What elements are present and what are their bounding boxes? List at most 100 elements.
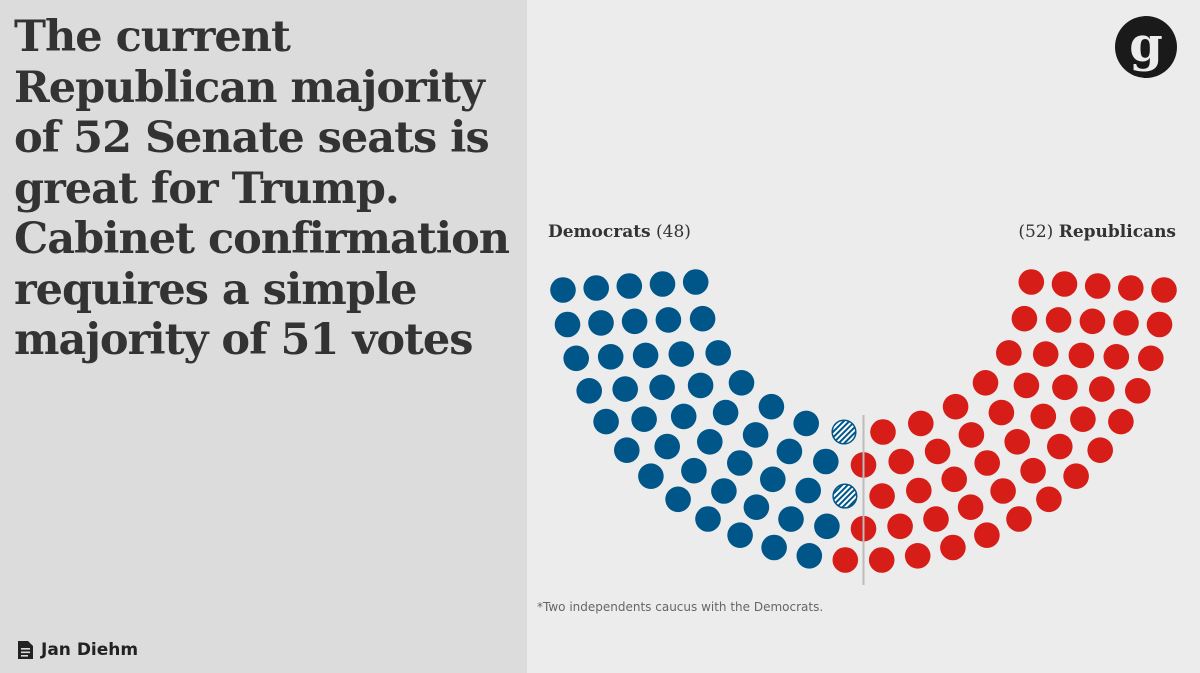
seat-republican <box>924 438 951 465</box>
seat-republican <box>990 478 1016 504</box>
seat-republican <box>1051 271 1078 297</box>
seat-democrat <box>632 342 659 369</box>
seat-democrat <box>670 403 697 430</box>
seat-democrat <box>614 437 640 463</box>
seat-democrat <box>597 344 624 370</box>
seat-democrat <box>631 406 657 432</box>
seat-independent <box>831 419 857 445</box>
seat-republican <box>1047 433 1073 460</box>
seat-democrat <box>742 422 769 448</box>
seat-democrat <box>728 370 755 396</box>
seat-republican <box>904 543 931 569</box>
seat-republican <box>1063 463 1089 489</box>
seat-democrat <box>682 269 709 295</box>
seat-democrat <box>697 429 723 455</box>
seat-republican <box>906 477 932 504</box>
seat-democrat <box>760 466 786 493</box>
seat-republican <box>972 370 999 396</box>
seat-republican <box>868 547 895 573</box>
seat-democrat <box>554 311 581 338</box>
seat-republican <box>1089 376 1115 402</box>
seat-democrat <box>655 307 682 333</box>
logo-letter: g <box>1129 17 1163 73</box>
seat-republican <box>974 522 1000 548</box>
seat-republican <box>1079 308 1106 335</box>
legend-democrats-label: Democrats <box>548 222 651 242</box>
seat-republican <box>1113 310 1139 336</box>
headline: The current Republican majority of 52 Se… <box>14 12 510 365</box>
seat-democrat <box>761 534 787 561</box>
seat-democrat <box>705 340 731 366</box>
seat-republican <box>1138 345 1164 372</box>
document-icon <box>18 641 33 659</box>
seat-republican <box>908 410 934 437</box>
seat-republican <box>940 534 966 561</box>
seat-republican <box>1070 406 1096 432</box>
legend-republicans-count: (52) <box>1018 222 1054 242</box>
seat-democrat <box>668 341 695 367</box>
seat-republican <box>1036 486 1062 513</box>
seat-democrat <box>638 463 664 489</box>
seat-republican <box>1030 403 1057 430</box>
seat-democrat <box>550 277 576 303</box>
seat-democrat <box>695 506 721 532</box>
seat-republican <box>1018 269 1045 295</box>
seat-republican <box>958 422 985 448</box>
seat-democrat <box>583 275 609 301</box>
seat-democrat <box>795 477 821 504</box>
seat-democrat <box>712 399 739 426</box>
seat-democrat <box>612 376 638 402</box>
seat-republican <box>1118 275 1144 301</box>
footnote: *Two independents caucus with the Democr… <box>537 600 824 614</box>
seat-democrat <box>563 345 589 372</box>
guardian-g-logo[interactable]: g <box>1110 16 1182 78</box>
seat-democrat <box>758 393 785 420</box>
seat-republican <box>1151 277 1177 303</box>
legend-republicans-label: Republicans <box>1058 222 1176 242</box>
seat-democrat <box>649 271 676 297</box>
seat-democrat <box>727 522 753 548</box>
seat-republican <box>832 547 859 573</box>
seat-democrat <box>593 408 619 435</box>
seat-republican <box>870 419 896 445</box>
seat-republican <box>1103 344 1130 370</box>
seat-republican <box>1125 378 1151 404</box>
seat-republican <box>1004 429 1030 455</box>
headline-panel <box>0 0 527 673</box>
seat-republican <box>942 393 969 420</box>
seat-republican <box>923 506 949 532</box>
seat-republican <box>957 494 984 520</box>
seat-republican <box>1052 374 1078 401</box>
seat-democrat <box>681 457 707 484</box>
seat-democrat <box>616 273 643 299</box>
seat-republican <box>988 399 1015 426</box>
seat-democrat <box>778 506 804 532</box>
seat-democrat <box>793 410 819 437</box>
seat-democrat <box>588 310 614 336</box>
byline: Jan Diehm <box>18 640 138 660</box>
legend-republicans: (52) Republicans <box>1018 222 1176 242</box>
seat-republican <box>1087 437 1113 463</box>
seat-republican <box>1108 408 1134 435</box>
seat-democrat <box>665 486 691 513</box>
seat-democrat <box>727 450 753 476</box>
seat-republican <box>1045 307 1072 333</box>
seat-republican <box>887 513 913 540</box>
seat-republican <box>888 448 914 475</box>
seat-republican <box>1146 311 1173 338</box>
seat-republican <box>1013 372 1040 399</box>
byline-author: Jan Diehm <box>41 640 139 660</box>
seat-independent <box>832 483 858 509</box>
seat-democrat <box>621 308 648 335</box>
seat-democrat <box>654 433 680 460</box>
seat-democrat <box>711 478 737 504</box>
seat-democrat <box>576 378 602 404</box>
seat-republican <box>996 340 1022 366</box>
seat-republican <box>1011 305 1038 332</box>
seat-democrat <box>687 372 714 399</box>
seat-republican <box>1032 341 1059 367</box>
seat-republican <box>869 483 895 509</box>
seat-republican <box>1068 342 1095 369</box>
seat-republican <box>941 466 967 493</box>
seat-republican <box>974 450 1000 476</box>
